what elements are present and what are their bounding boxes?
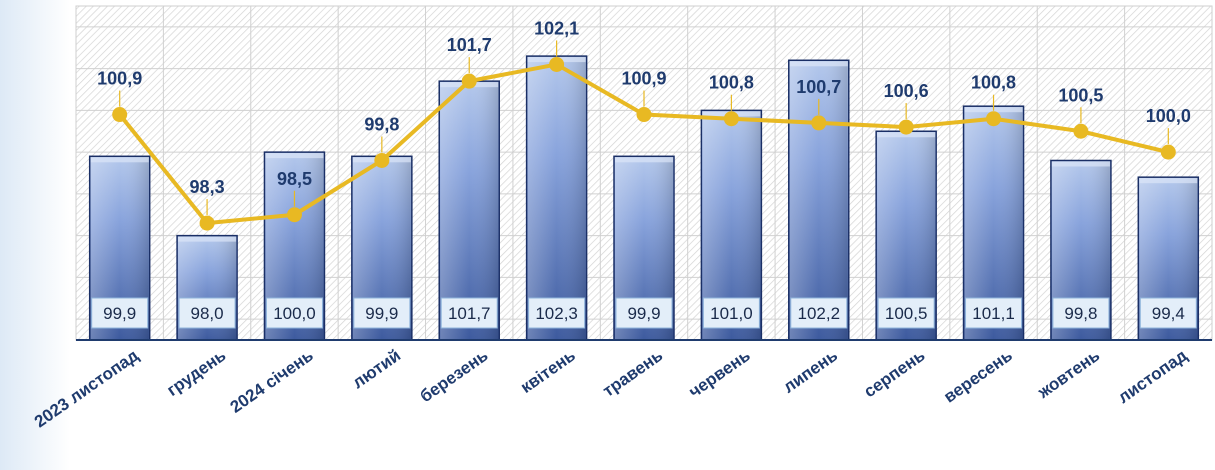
bar-value-label: 100,5 xyxy=(885,304,928,323)
x-tick-label: лютий xyxy=(349,346,404,393)
x-tick-label: травень xyxy=(599,346,666,401)
bar-value-box xyxy=(1052,297,1110,329)
bar-value-box xyxy=(353,297,411,329)
bar-value-box xyxy=(440,297,498,329)
line-point xyxy=(1073,123,1089,139)
bar-shade xyxy=(527,57,586,339)
line-value-label: 98,3 xyxy=(190,177,225,197)
line-point xyxy=(549,56,565,72)
bar-value-box xyxy=(528,297,586,329)
line-point xyxy=(811,115,827,131)
line-value-label: 100,9 xyxy=(97,69,142,89)
line-value-label: 101,7 xyxy=(447,35,492,55)
bar-highlight xyxy=(1051,161,1110,167)
bar-shade xyxy=(440,82,499,340)
bar-value-label: 101,0 xyxy=(710,304,753,323)
line-point xyxy=(723,111,739,127)
bar-value-label: 99,4 xyxy=(1152,304,1185,323)
bar-highlight xyxy=(1139,178,1198,184)
bar-value-box xyxy=(702,297,760,329)
bar-highlight xyxy=(265,153,324,159)
bar-value-label: 99,9 xyxy=(627,304,660,323)
x-tick-label: листопад xyxy=(1114,346,1190,407)
bar-value-label: 102,2 xyxy=(797,304,840,323)
line-value-label: 100,7 xyxy=(796,77,841,97)
line-point xyxy=(112,107,128,123)
line-point xyxy=(986,111,1002,127)
bar-value-label: 99,8 xyxy=(1064,304,1097,323)
x-tick-label: 2024 січень xyxy=(227,346,317,417)
bar-value-box xyxy=(265,297,323,329)
x-tick-label: березень xyxy=(417,346,492,406)
x-tick-label: квітень xyxy=(517,346,579,397)
line-value-label: 100,5 xyxy=(1058,85,1103,105)
bar-highlight xyxy=(90,157,149,163)
bar-value-label: 102,3 xyxy=(535,304,578,323)
bar-value-box xyxy=(91,297,149,329)
bar-value-box xyxy=(1139,297,1197,329)
x-tick-label: грудень xyxy=(163,346,229,400)
x-tick-label: вересень xyxy=(940,346,1016,407)
line-series xyxy=(112,56,1176,231)
bar-value-box xyxy=(178,297,236,329)
line-value-label: 100,9 xyxy=(621,69,666,89)
line-value-label: 99,8 xyxy=(364,114,399,134)
line-point xyxy=(636,107,652,123)
data-labels: 99,9 98,0 100,0 99,9 101,7 102,3 99,9 101,0 102,… xyxy=(91,18,1197,329)
line-point xyxy=(374,152,390,168)
bar-value-box xyxy=(877,297,935,329)
x-tick-label: жовтень xyxy=(1034,346,1104,403)
line-value-label: 98,5 xyxy=(277,169,312,189)
bar-highlight xyxy=(178,236,237,242)
line-point xyxy=(898,119,914,135)
line-point xyxy=(461,73,477,89)
bar-highlight xyxy=(615,157,673,163)
bar-value-box xyxy=(965,297,1023,329)
bar-value-box xyxy=(790,297,848,329)
line-value-label: 100,8 xyxy=(709,73,754,93)
x-tick-label: липень xyxy=(780,346,841,397)
line-point xyxy=(199,215,215,231)
bar-highlight xyxy=(877,132,936,138)
line-point xyxy=(1160,144,1176,160)
bar-highlight xyxy=(789,61,848,67)
bar-value-box xyxy=(615,297,673,329)
x-tick-label: 2023 листопад xyxy=(31,346,142,432)
line-value-label: 100,8 xyxy=(971,73,1016,93)
bar-value-label: 98,0 xyxy=(191,304,224,323)
bar-value-label: 101,1 xyxy=(972,304,1015,323)
line-value-label: 102,1 xyxy=(534,18,579,38)
line-value-label: 100,6 xyxy=(884,81,929,101)
bar-value-label: 99,9 xyxy=(103,304,136,323)
line-value-label: 100,0 xyxy=(1146,106,1191,126)
x-tick-label: серпень xyxy=(860,346,928,402)
bar-value-label: 100,0 xyxy=(273,304,316,323)
x-tick-label: червень xyxy=(685,346,753,402)
bar-value-label: 99,9 xyxy=(365,304,398,323)
bar-value-label: 101,7 xyxy=(448,304,491,323)
line-point xyxy=(286,207,302,223)
